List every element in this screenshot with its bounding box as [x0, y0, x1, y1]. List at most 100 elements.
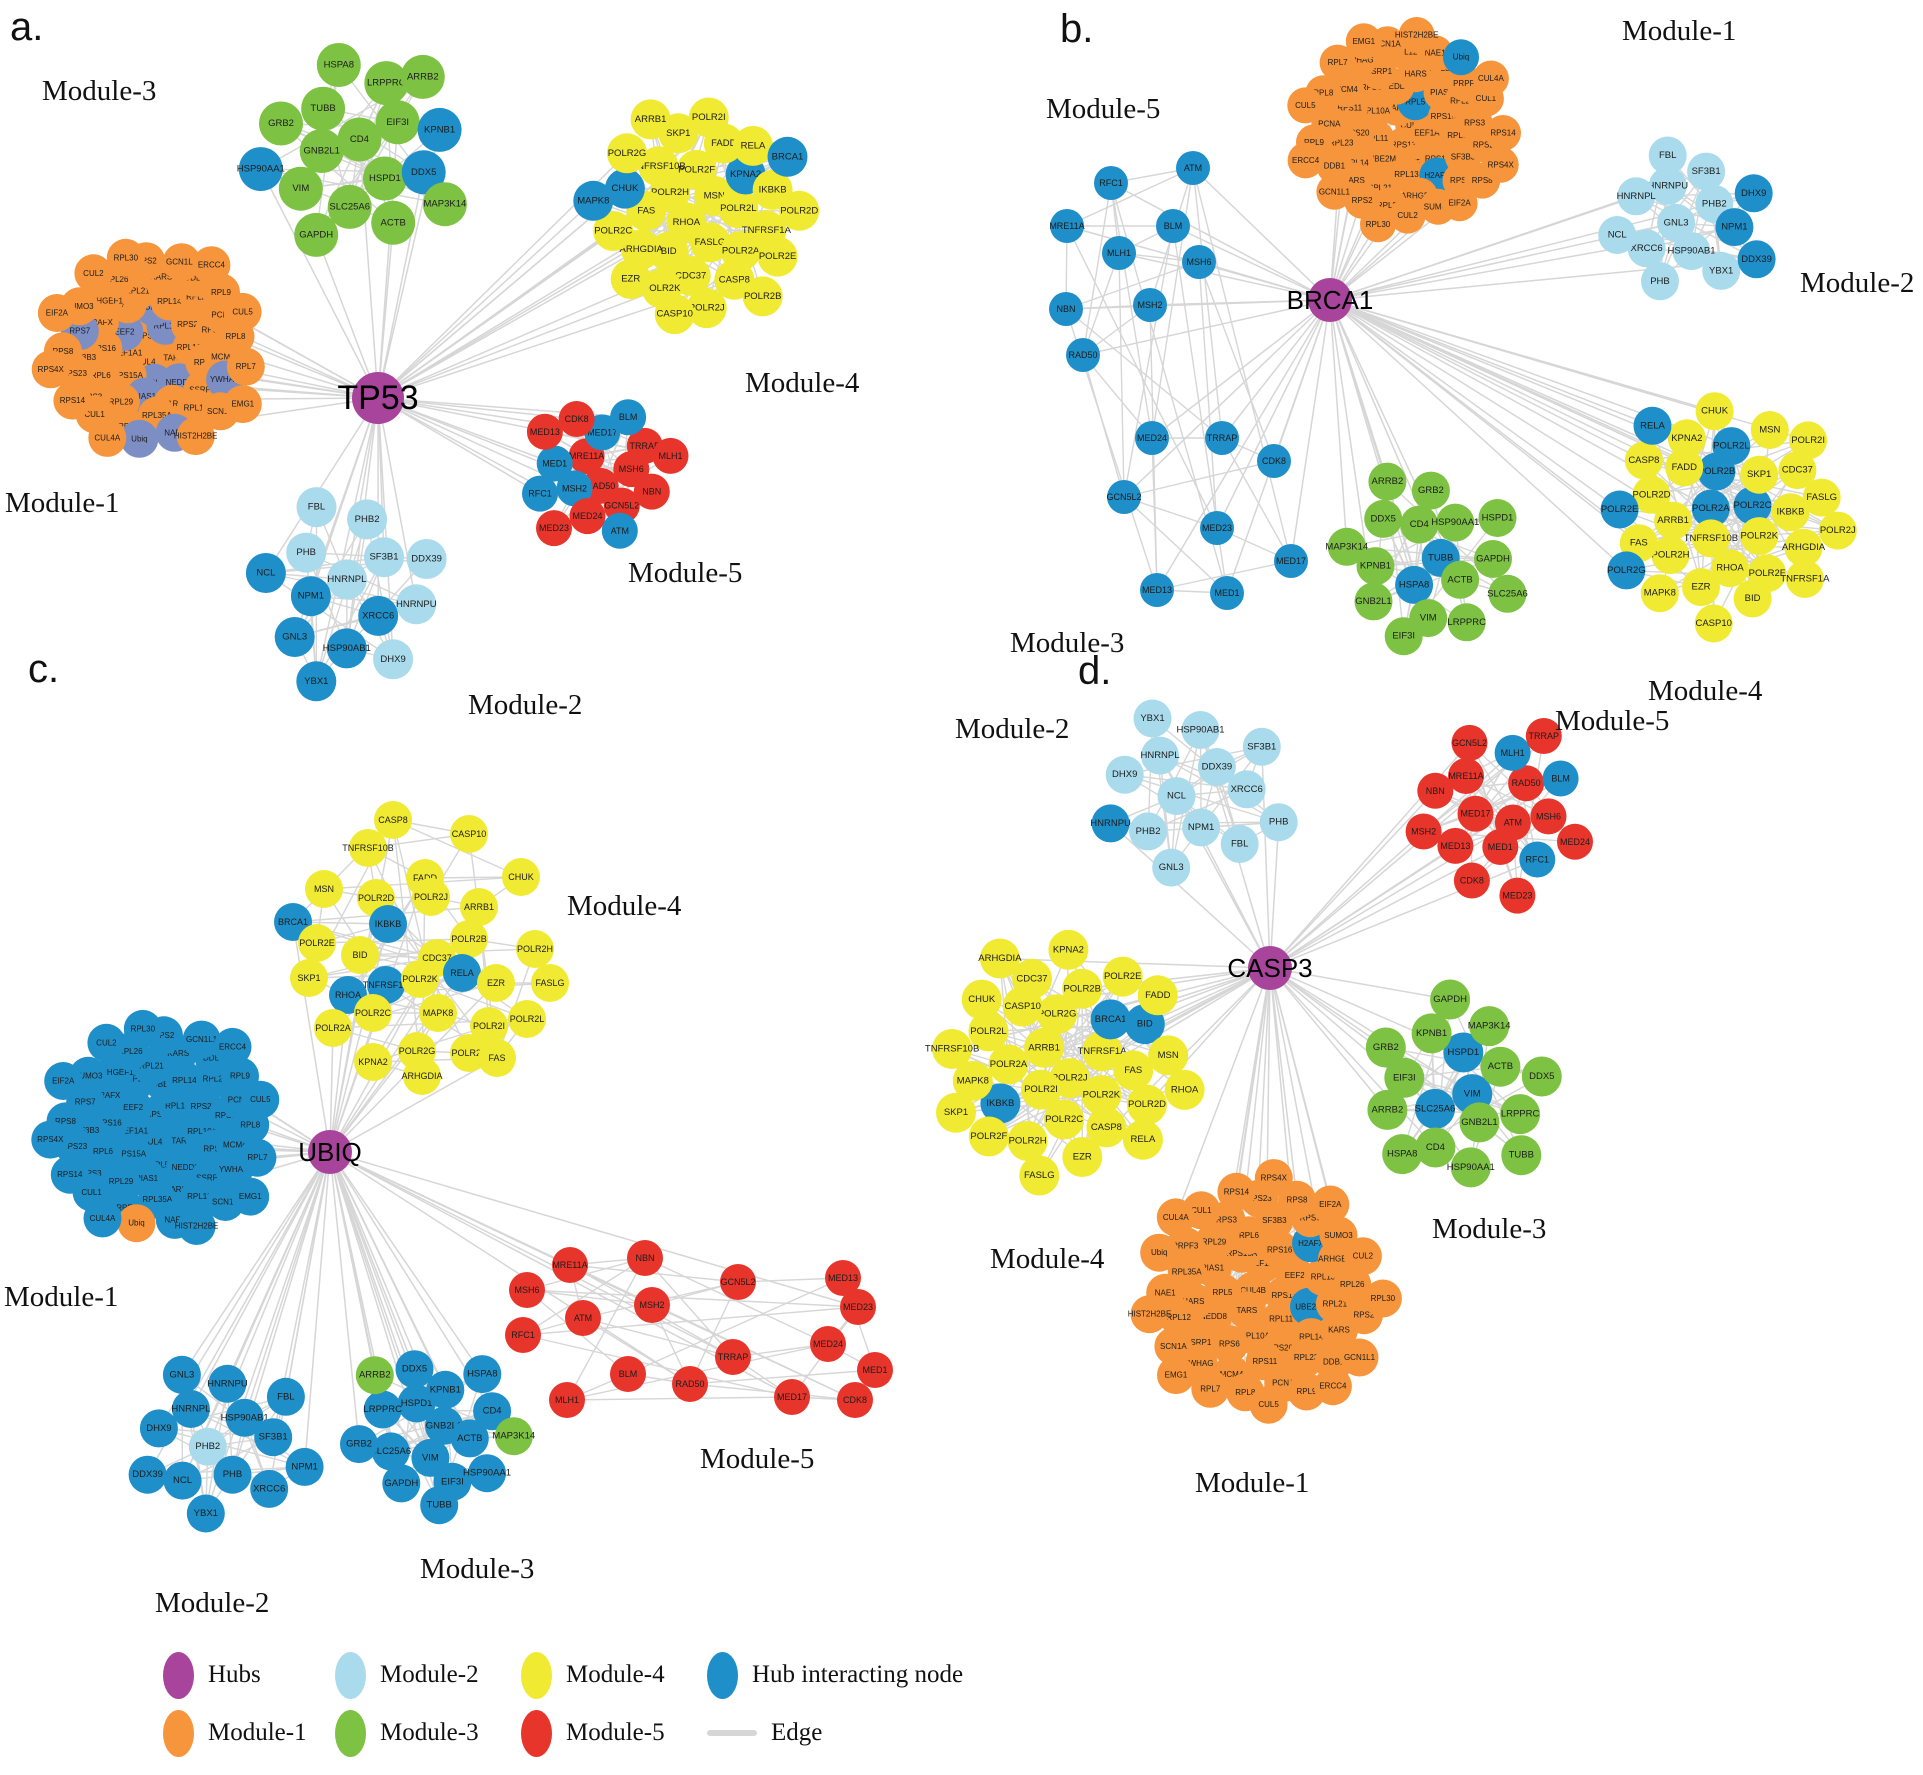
- node-LRPPRC[interactable]: [364, 61, 409, 106]
- node-IKBKB[interactable]: [1771, 493, 1810, 532]
- node-EZR[interactable]: [1682, 568, 1720, 607]
- node-ATM[interactable]: [1176, 151, 1210, 185]
- node-CDK8[interactable]: [837, 1382, 873, 1418]
- node-EIF2A[interactable]: [37, 294, 76, 332]
- node-FBL[interactable]: [1220, 825, 1259, 863]
- node-HSPA8[interactable]: [316, 43, 361, 87]
- node-HSP90AB1[interactable]: [225, 1398, 264, 1437]
- node-RPS14[interactable]: [1485, 115, 1521, 151]
- node-POLR2L[interactable]: [1712, 427, 1751, 466]
- node-CD4[interactable]: [1415, 1127, 1456, 1168]
- node-MED23[interactable]: [1499, 877, 1536, 914]
- node-GNB2L1[interactable]: [1354, 582, 1393, 621]
- node-GAPDH[interactable]: [294, 212, 339, 257]
- node-RPS4X[interactable]: [1482, 146, 1519, 183]
- node-POLR2C[interactable]: [354, 994, 392, 1032]
- node-EIF3I[interactable]: [1384, 617, 1423, 656]
- node-POLR2L[interactable]: [718, 188, 759, 229]
- node-TNFRSF1A[interactable]: [1082, 1031, 1122, 1072]
- node-MED17[interactable]: [1274, 544, 1308, 578]
- node-DDX5[interactable]: [395, 1350, 434, 1389]
- node-GRB2[interactable]: [1411, 471, 1450, 510]
- node-SKP1[interactable]: [936, 1092, 976, 1133]
- node-POLR2B[interactable]: [742, 276, 783, 317]
- node-Ubiq[interactable]: [120, 419, 159, 458]
- node-MLH1[interactable]: [652, 437, 689, 474]
- node-SF3B1[interactable]: [1687, 152, 1726, 191]
- node-DHX9[interactable]: [1105, 755, 1144, 794]
- node-BLM[interactable]: [1156, 209, 1190, 243]
- node-NPM1[interactable]: [1182, 808, 1221, 847]
- node-POLR2J[interactable]: [412, 878, 450, 916]
- node-MED1[interactable]: [857, 1352, 893, 1388]
- node-HNRNPU[interactable]: [1091, 804, 1130, 843]
- node-POLR2I[interactable]: [1789, 421, 1828, 460]
- node-POLR2A[interactable]: [988, 1044, 1029, 1085]
- node-HNRNPL[interactable]: [1141, 736, 1179, 775]
- node-NBN[interactable]: [633, 473, 670, 510]
- node-HIST2H2BE[interactable]: [1130, 1295, 1169, 1334]
- node-TUBB[interactable]: [301, 86, 346, 131]
- node-NCL[interactable]: [245, 553, 286, 593]
- node-RELA[interactable]: [1122, 1119, 1163, 1160]
- node-RPL30[interactable]: [106, 238, 145, 277]
- node-CD4[interactable]: [1400, 505, 1439, 544]
- node-POLR2E[interactable]: [1600, 490, 1639, 529]
- node-FASLG[interactable]: [1802, 478, 1841, 517]
- node-MED24[interactable]: [810, 1326, 846, 1362]
- node-MED13[interactable]: [526, 413, 563, 450]
- node-POLR2E[interactable]: [757, 236, 798, 277]
- node-MED24[interactable]: [569, 498, 606, 535]
- node-MAP3K14[interactable]: [422, 182, 467, 227]
- node-NCL[interactable]: [163, 1461, 202, 1500]
- node-GCN5L2[interactable]: [1107, 480, 1141, 514]
- node-CDC37[interactable]: [1012, 958, 1052, 999]
- node-BLM[interactable]: [610, 1356, 646, 1392]
- node-YBX1[interactable]: [1133, 699, 1172, 738]
- hub-node-BRCA1[interactable]: [1308, 278, 1352, 322]
- node-CUL5[interactable]: [1287, 87, 1324, 124]
- node-SF3B1[interactable]: [364, 537, 404, 578]
- node-MSN[interactable]: [1148, 1035, 1189, 1076]
- node-FASLG[interactable]: [689, 222, 730, 263]
- node-TUBB[interactable]: [1501, 1135, 1542, 1176]
- node-TNFRSF10B[interactable]: [638, 146, 679, 187]
- node-HNRNPU[interactable]: [208, 1364, 247, 1403]
- node-POLR2H[interactable]: [1651, 536, 1690, 575]
- node-KPNA2[interactable]: [1667, 419, 1706, 458]
- node-MSH6[interactable]: [1530, 798, 1567, 835]
- node-FASLG[interactable]: [531, 964, 569, 1002]
- node-ERCC4[interactable]: [1313, 1367, 1352, 1406]
- node-CUL4A[interactable]: [1156, 1198, 1195, 1237]
- node-POLR2C[interactable]: [1044, 1099, 1085, 1140]
- node-ARRB1[interactable]: [1654, 501, 1693, 540]
- node-YBX1[interactable]: [1702, 251, 1741, 290]
- node-HSP90AB1[interactable]: [1672, 232, 1711, 271]
- node-MED1[interactable]: [536, 445, 573, 482]
- node-GNL3[interactable]: [162, 1355, 201, 1394]
- node-SF3B1[interactable]: [1242, 727, 1281, 766]
- node-RAD50[interactable]: [1508, 765, 1545, 802]
- node-CUL4A[interactable]: [88, 418, 127, 457]
- node-HSP90AA1[interactable]: [238, 147, 283, 192]
- node-BLM[interactable]: [610, 399, 647, 436]
- node-NPM1[interactable]: [290, 576, 331, 617]
- node-GNB2L1[interactable]: [1459, 1102, 1500, 1143]
- node-POLR2K[interactable]: [1081, 1075, 1122, 1115]
- node-HNRNPL[interactable]: [326, 559, 367, 600]
- node-MED17[interactable]: [1457, 795, 1494, 832]
- node-LRPPRC[interactable]: [363, 1390, 402, 1429]
- node-RPL7[interactable]: [226, 347, 265, 386]
- node-CDK8[interactable]: [1257, 444, 1291, 478]
- node-SLC25A6[interactable]: [371, 1432, 410, 1471]
- node-ACTB[interactable]: [1441, 560, 1480, 599]
- node-CUL2[interactable]: [87, 1023, 126, 1062]
- node-POLR2G[interactable]: [1037, 994, 1078, 1035]
- node-MSH6[interactable]: [1182, 245, 1216, 279]
- node-POLR2I[interactable]: [470, 1007, 508, 1045]
- hub-node-CASP3[interactable]: [1248, 946, 1292, 990]
- node-POLR2C[interactable]: [1733, 486, 1772, 525]
- node-POLR2I[interactable]: [1021, 1069, 1061, 1110]
- node-RPS14[interactable]: [53, 381, 92, 420]
- node-RELA[interactable]: [443, 954, 481, 992]
